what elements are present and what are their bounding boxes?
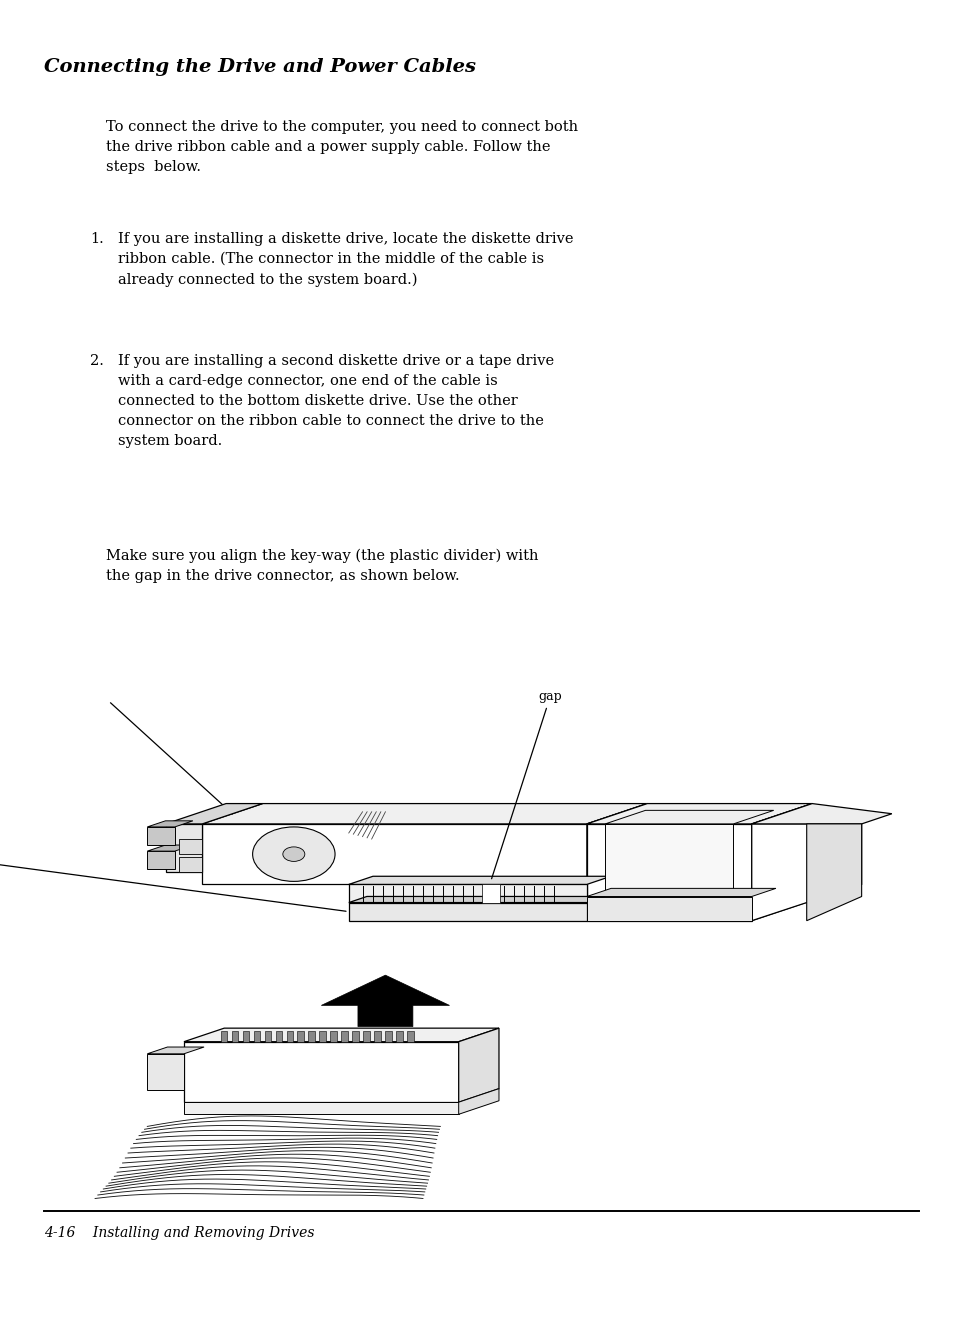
Circle shape [282,846,305,861]
Circle shape [253,828,335,881]
Text: key-way: key-way [0,854,346,912]
Polygon shape [202,803,647,823]
Polygon shape [202,823,586,884]
Text: gap: gap [491,690,561,878]
Text: 2.: 2. [90,353,104,368]
Polygon shape [349,896,604,902]
Polygon shape [147,1054,184,1090]
Polygon shape [751,803,891,823]
Bar [220,1031,227,1042]
Polygon shape [147,821,193,828]
Polygon shape [806,823,861,921]
Polygon shape [184,1028,498,1042]
Polygon shape [458,1089,498,1114]
Polygon shape [166,823,202,872]
Bar [253,1031,259,1042]
Bar [308,1031,314,1042]
Polygon shape [481,884,499,902]
Polygon shape [147,852,174,869]
Polygon shape [184,1042,458,1102]
Polygon shape [458,1028,498,1102]
Text: 1.: 1. [90,232,104,246]
Polygon shape [751,803,811,921]
Polygon shape [586,803,647,884]
Bar [341,1031,348,1042]
Bar [275,1031,282,1042]
Bar [363,1031,370,1042]
Bar [286,1031,293,1042]
Text: If you are installing a diskette drive, locate the diskette drive
ribbon cable. : If you are installing a diskette drive, … [118,232,573,287]
Bar [374,1031,380,1042]
Text: Connecting the Drive and Power Cables: Connecting the Drive and Power Cables [44,58,476,76]
Polygon shape [586,897,751,921]
Polygon shape [586,823,751,921]
Polygon shape [604,810,773,823]
Polygon shape [147,1047,204,1054]
Polygon shape [179,840,202,854]
Polygon shape [349,902,586,921]
Polygon shape [147,828,174,845]
Text: Make sure you align the key-way (the plastic divider) with
the gap in the drive : Make sure you align the key-way (the pla… [106,549,537,584]
Polygon shape [604,823,733,890]
Bar [396,1031,402,1042]
Polygon shape [147,845,193,852]
Polygon shape [751,823,861,921]
Polygon shape [586,803,811,823]
Bar [297,1031,304,1042]
Bar [232,1031,237,1042]
Polygon shape [321,975,449,1027]
Bar [242,1031,249,1042]
Polygon shape [179,857,202,872]
Bar [319,1031,326,1042]
Bar [264,1031,271,1042]
Polygon shape [166,803,262,823]
Text: If you are installing a second diskette drive or a tape drive
with a card-edge c: If you are installing a second diskette … [118,353,554,449]
Bar [385,1031,392,1042]
Polygon shape [184,1102,458,1114]
Polygon shape [586,888,775,897]
Bar [352,1031,358,1042]
Polygon shape [349,884,586,902]
Bar [407,1031,414,1042]
Text: To connect the drive to the computer, you need to connect both
the drive ribbon : To connect the drive to the computer, yo… [106,121,578,174]
Text: 4-16    Installing and Removing Drives: 4-16 Installing and Removing Drives [44,1227,314,1240]
Bar [330,1031,336,1042]
Polygon shape [349,876,611,884]
